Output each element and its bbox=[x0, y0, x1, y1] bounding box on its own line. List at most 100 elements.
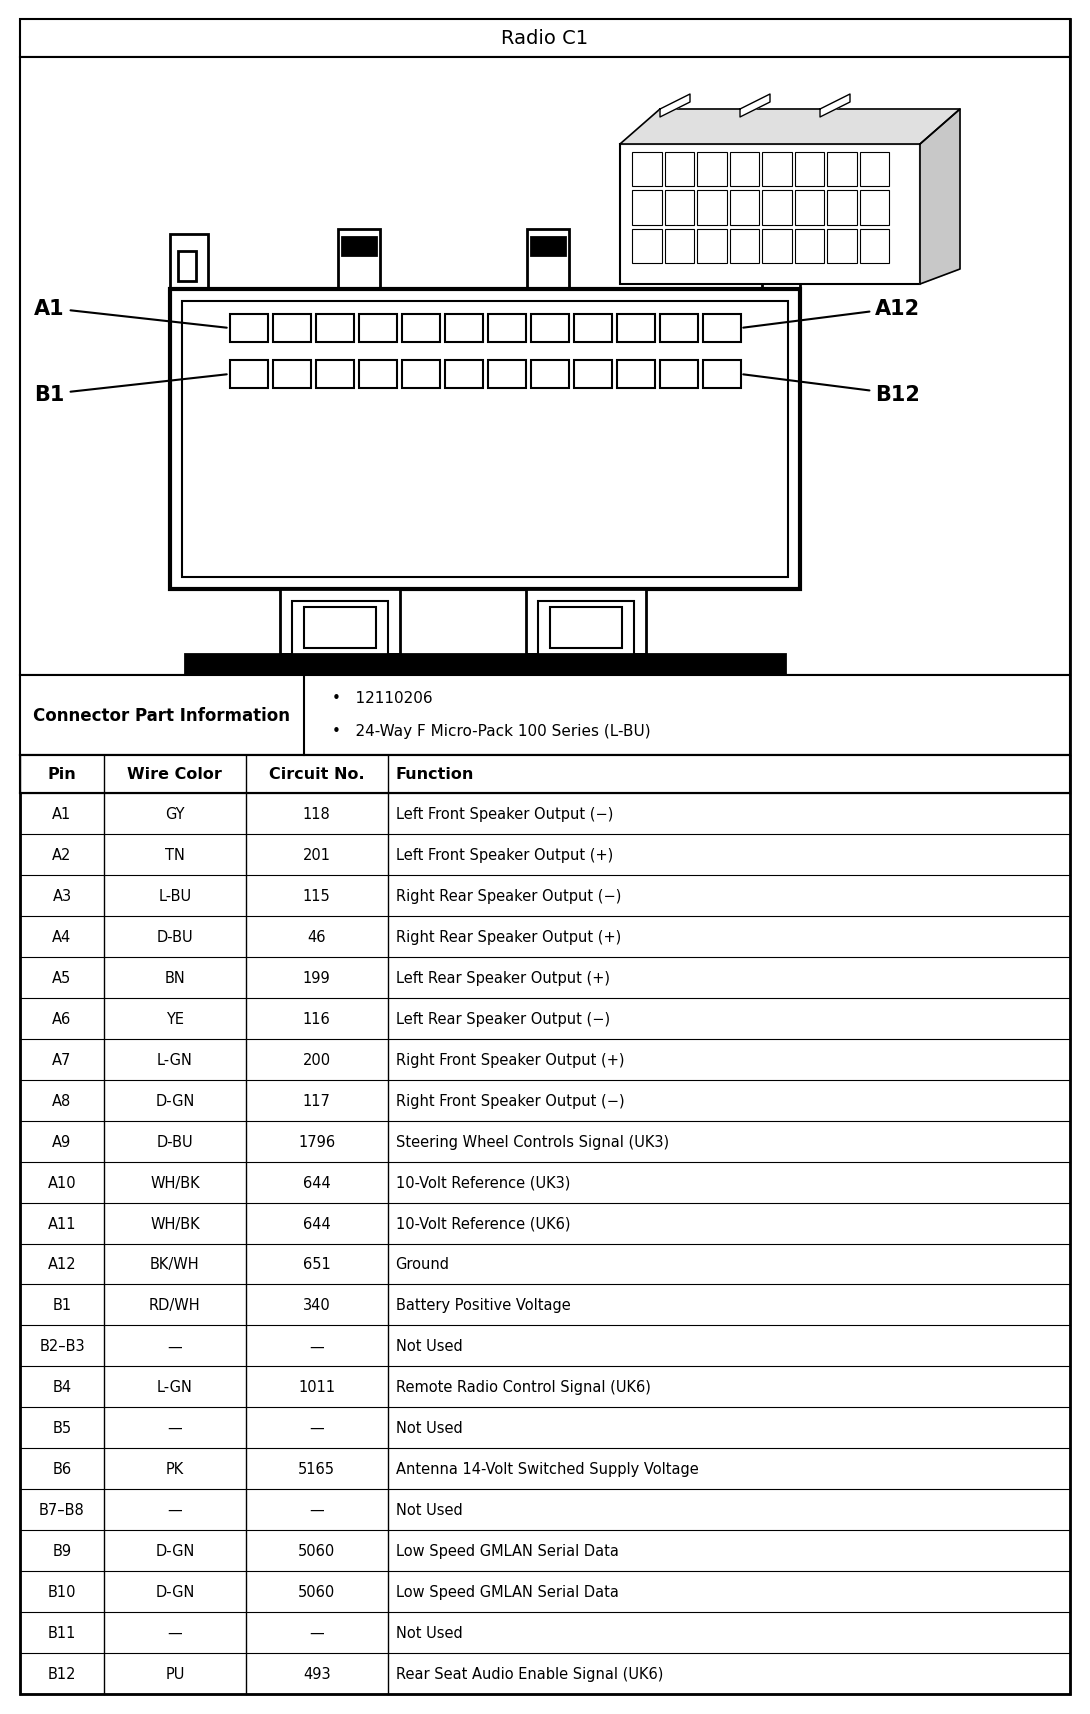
Bar bbox=[280, 590, 400, 655]
Bar bbox=[827, 153, 857, 187]
Text: 5060: 5060 bbox=[298, 1543, 336, 1558]
Text: D-GN: D-GN bbox=[155, 1584, 194, 1599]
Text: Not Used: Not Used bbox=[396, 1625, 462, 1640]
Text: B6: B6 bbox=[52, 1462, 72, 1476]
Text: B5: B5 bbox=[52, 1421, 72, 1435]
Bar bbox=[762, 153, 791, 187]
Text: Steering Wheel Controls Signal (UK3): Steering Wheel Controls Signal (UK3) bbox=[396, 1135, 668, 1148]
Text: 200: 200 bbox=[303, 1052, 330, 1068]
Text: Circuit No.: Circuit No. bbox=[269, 768, 364, 782]
Bar bbox=[795, 230, 824, 264]
Text: 118: 118 bbox=[303, 807, 330, 821]
Bar bbox=[445, 315, 483, 343]
Text: A3: A3 bbox=[52, 888, 72, 903]
Bar bbox=[20, 21, 1070, 58]
Text: Antenna 14-Volt Switched Supply Voltage: Antenna 14-Volt Switched Supply Voltage bbox=[396, 1462, 699, 1476]
Text: —: — bbox=[310, 1339, 324, 1354]
Bar bbox=[230, 360, 267, 389]
Text: Rear Seat Audio Enable Signal (UK6): Rear Seat Audio Enable Signal (UK6) bbox=[396, 1666, 663, 1681]
Text: Ground: Ground bbox=[396, 1256, 449, 1272]
Bar bbox=[827, 230, 857, 264]
Bar bbox=[315, 360, 353, 389]
Text: D-BU: D-BU bbox=[157, 929, 193, 944]
Bar bbox=[359, 315, 397, 343]
Text: B2–B3: B2–B3 bbox=[39, 1339, 85, 1354]
Text: 651: 651 bbox=[303, 1256, 330, 1272]
Bar bbox=[697, 230, 727, 264]
Text: B11: B11 bbox=[48, 1625, 76, 1640]
Polygon shape bbox=[820, 94, 850, 118]
Polygon shape bbox=[920, 110, 960, 285]
Bar bbox=[178, 252, 196, 281]
Bar bbox=[702, 315, 740, 343]
Text: B7–B8: B7–B8 bbox=[39, 1503, 85, 1517]
Bar bbox=[182, 302, 788, 578]
Bar bbox=[762, 235, 800, 290]
Text: A1: A1 bbox=[35, 298, 227, 329]
Bar bbox=[729, 230, 759, 264]
Bar bbox=[697, 192, 727, 226]
Bar bbox=[20, 675, 1070, 756]
Bar bbox=[702, 360, 740, 389]
Text: —: — bbox=[310, 1421, 324, 1435]
Bar bbox=[487, 360, 525, 389]
Text: 644: 644 bbox=[303, 1215, 330, 1231]
Text: Low Speed GMLAN Serial Data: Low Speed GMLAN Serial Data bbox=[396, 1543, 618, 1558]
Bar bbox=[795, 153, 824, 187]
Bar bbox=[827, 192, 857, 226]
Bar bbox=[632, 192, 662, 226]
Bar bbox=[487, 315, 525, 343]
Bar bbox=[762, 230, 791, 264]
Text: D-GN: D-GN bbox=[155, 1094, 194, 1107]
Text: Radio C1: Radio C1 bbox=[501, 29, 589, 48]
Text: B12: B12 bbox=[743, 375, 920, 405]
Bar bbox=[304, 608, 376, 648]
Text: —: — bbox=[168, 1503, 182, 1517]
Bar bbox=[292, 602, 388, 656]
Text: 115: 115 bbox=[303, 888, 330, 903]
Text: 340: 340 bbox=[303, 1297, 330, 1313]
Text: •   24-Way F Micro-Pack 100 Series (L-BU): • 24-Way F Micro-Pack 100 Series (L-BU) bbox=[331, 723, 650, 739]
Bar bbox=[665, 192, 694, 226]
Bar bbox=[573, 360, 611, 389]
Text: 1011: 1011 bbox=[298, 1380, 336, 1395]
Bar bbox=[762, 192, 791, 226]
Text: 1796: 1796 bbox=[298, 1135, 336, 1148]
Bar bbox=[620, 146, 920, 285]
Bar bbox=[632, 230, 662, 264]
Bar bbox=[549, 608, 621, 648]
Polygon shape bbox=[740, 94, 770, 118]
Text: TN: TN bbox=[165, 847, 185, 862]
Text: Left Rear Speaker Output (−): Left Rear Speaker Output (−) bbox=[396, 1011, 609, 1027]
Text: Remote Radio Control Signal (UK6): Remote Radio Control Signal (UK6) bbox=[396, 1380, 651, 1395]
Text: Left Front Speaker Output (−): Left Front Speaker Output (−) bbox=[396, 807, 613, 821]
Text: —: — bbox=[310, 1625, 324, 1640]
Text: —: — bbox=[310, 1503, 324, 1517]
Text: Not Used: Not Used bbox=[396, 1339, 462, 1354]
Bar bbox=[617, 360, 654, 389]
Text: —: — bbox=[168, 1421, 182, 1435]
Bar bbox=[573, 315, 611, 343]
Bar bbox=[230, 315, 267, 343]
Polygon shape bbox=[620, 110, 960, 146]
Text: A4: A4 bbox=[52, 929, 72, 944]
Text: PU: PU bbox=[166, 1666, 184, 1681]
Text: L-GN: L-GN bbox=[157, 1052, 193, 1068]
Text: B1: B1 bbox=[52, 1297, 72, 1313]
Text: B1: B1 bbox=[35, 375, 227, 405]
Bar bbox=[525, 590, 645, 655]
Text: 5165: 5165 bbox=[299, 1462, 335, 1476]
Text: Low Speed GMLAN Serial Data: Low Speed GMLAN Serial Data bbox=[396, 1584, 618, 1599]
Bar bbox=[445, 360, 483, 389]
Bar bbox=[659, 315, 698, 343]
Bar bbox=[272, 315, 311, 343]
Text: A11: A11 bbox=[48, 1215, 76, 1231]
Text: 644: 644 bbox=[303, 1174, 330, 1190]
Text: BK/WH: BK/WH bbox=[150, 1256, 199, 1272]
Text: RD/WH: RD/WH bbox=[149, 1297, 201, 1313]
Text: Battery Positive Voltage: Battery Positive Voltage bbox=[396, 1297, 570, 1313]
Text: Right Rear Speaker Output (+): Right Rear Speaker Output (+) bbox=[396, 929, 620, 944]
Bar bbox=[729, 153, 759, 187]
Text: A12: A12 bbox=[743, 298, 920, 329]
Bar bbox=[359, 360, 397, 389]
